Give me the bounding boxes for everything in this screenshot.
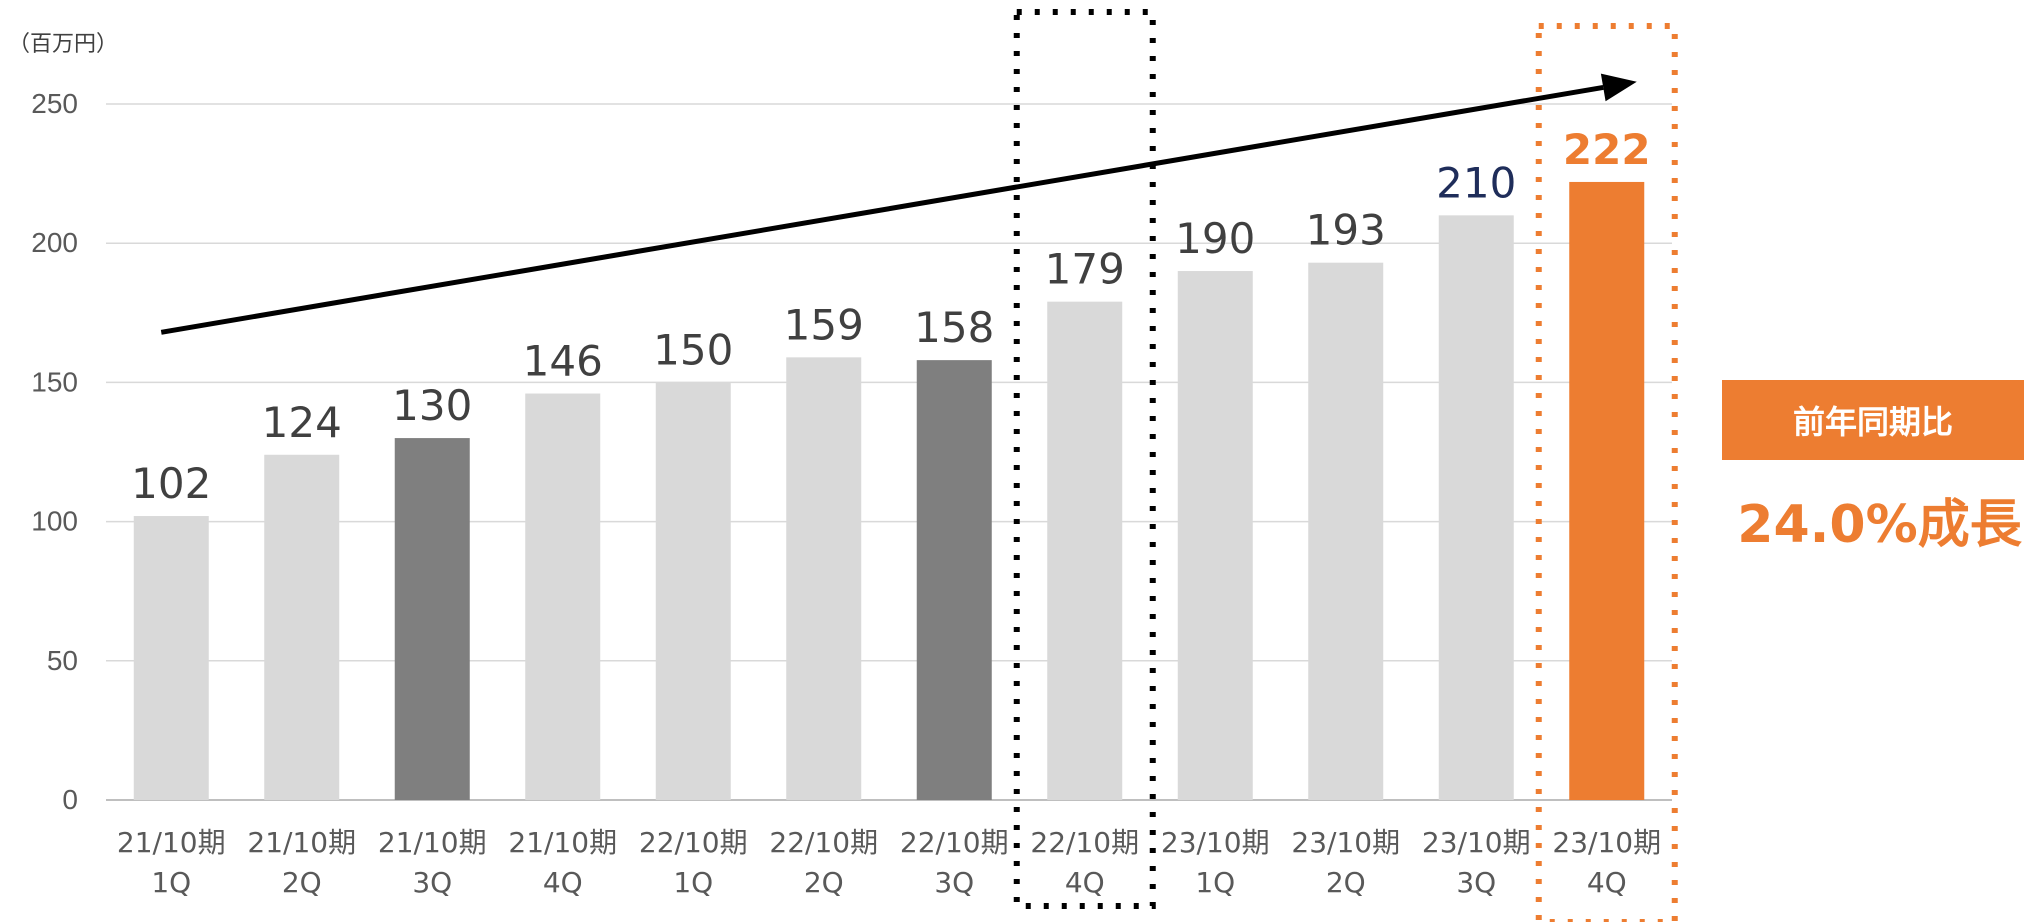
data-label: 190 bbox=[1175, 214, 1255, 263]
x-tick-label: 4Q bbox=[1587, 866, 1627, 899]
y-tick-label: 50 bbox=[47, 645, 78, 676]
bar bbox=[655, 382, 731, 800]
data-labels: 102 124 130 146 150 159 158 179 190 193 210 222 bbox=[131, 125, 1650, 508]
x-axis-labels: 21/10期 1Q 21/10期 2Q 21/10期 3Q 21/10期 4Q 22/10期 1Q… bbox=[117, 826, 1661, 899]
data-label: 159 bbox=[784, 300, 864, 349]
data-label: 102 bbox=[131, 459, 211, 508]
bar bbox=[1569, 181, 1645, 800]
bar bbox=[1438, 215, 1514, 801]
data-label: 146 bbox=[523, 337, 603, 386]
bar bbox=[1308, 262, 1384, 800]
trend-arrow-head bbox=[1600, 73, 1637, 102]
x-tick-label: 1Q bbox=[1195, 866, 1235, 899]
x-tick-label: 21/10期 bbox=[378, 826, 487, 859]
data-label: 210 bbox=[1436, 158, 1516, 207]
bar bbox=[1177, 271, 1253, 800]
x-tick-label: 21/10期 bbox=[508, 826, 617, 859]
data-label: 179 bbox=[1045, 245, 1125, 294]
trend-arrow-shaft bbox=[160, 84, 1604, 335]
x-tick-label: 23/10期 bbox=[1291, 826, 1400, 859]
x-tick-label: 2Q bbox=[804, 866, 844, 899]
bar bbox=[916, 360, 992, 800]
y-tick-label: 150 bbox=[31, 366, 78, 397]
y-tick-label: 250 bbox=[31, 88, 78, 119]
x-tick-label: 23/10期 bbox=[1552, 826, 1661, 859]
x-tick-label: 4Q bbox=[543, 866, 583, 899]
x-tick-label: 22/10期 bbox=[639, 826, 748, 859]
x-tick-label: 22/10期 bbox=[1030, 826, 1139, 859]
x-tick-label: 2Q bbox=[1326, 866, 1366, 899]
y-tick-label: 200 bbox=[31, 227, 78, 258]
x-tick-label: 1Q bbox=[151, 866, 191, 899]
x-tick-label: 21/10期 bbox=[117, 826, 226, 859]
x-tick-label: 23/10期 bbox=[1161, 826, 1270, 859]
data-label: 222 bbox=[1563, 125, 1651, 174]
x-tick-label: 2Q bbox=[282, 866, 322, 899]
bar bbox=[1047, 301, 1123, 800]
bar bbox=[786, 357, 862, 800]
y-tick-label: 0 bbox=[62, 784, 78, 815]
y-axis-ticks: 0 50 100 150 200 250 bbox=[31, 88, 78, 815]
x-tick-label: 23/10期 bbox=[1422, 826, 1531, 859]
x-tick-label: 21/10期 bbox=[247, 826, 356, 859]
yoy-badge: 前年同期比 bbox=[1722, 380, 2024, 460]
trend-arrow bbox=[160, 73, 1637, 335]
data-label: 130 bbox=[392, 381, 472, 430]
highlight-box bbox=[1013, 9, 1156, 909]
grid-lines bbox=[106, 103, 1672, 801]
x-tick-label: 4Q bbox=[1065, 866, 1105, 899]
data-label: 124 bbox=[262, 398, 342, 447]
bars bbox=[133, 181, 1645, 801]
bar bbox=[264, 454, 340, 800]
x-tick-label: 3Q bbox=[412, 866, 452, 899]
x-tick-label: 3Q bbox=[934, 866, 974, 899]
x-tick-label: 22/10期 bbox=[769, 826, 878, 859]
yoy-growth-text: 24.0%成長 bbox=[1737, 495, 2022, 555]
bar bbox=[525, 393, 601, 800]
y-axis-unit-label: （百万円） bbox=[8, 32, 119, 57]
bar bbox=[133, 516, 209, 800]
y-tick-label: 100 bbox=[31, 506, 78, 537]
x-tick-label: 22/10期 bbox=[900, 826, 1009, 859]
data-label: 193 bbox=[1306, 206, 1386, 255]
bar bbox=[394, 438, 470, 800]
highlight-boxes bbox=[1013, 9, 1678, 922]
x-tick-label: 1Q bbox=[673, 866, 713, 899]
data-label: 158 bbox=[914, 303, 994, 352]
x-tick-label: 3Q bbox=[1456, 866, 1496, 899]
data-label: 150 bbox=[653, 325, 733, 374]
